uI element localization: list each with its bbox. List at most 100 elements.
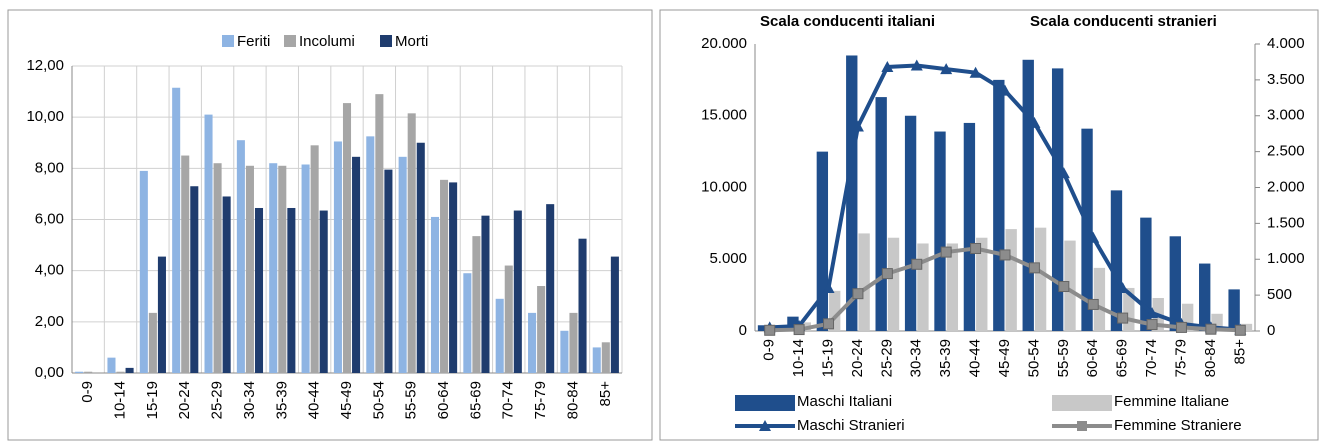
x-tick-label: 30-34 — [908, 339, 925, 377]
marker — [1175, 321, 1187, 333]
bar — [75, 371, 84, 373]
bar — [1140, 217, 1152, 331]
bar — [528, 312, 537, 373]
bar — [537, 286, 546, 373]
bar — [1228, 289, 1240, 331]
bar — [1199, 263, 1211, 331]
bar — [116, 371, 125, 373]
legend-swatch — [284, 35, 296, 47]
bar — [84, 371, 93, 373]
y2-tick-label: 4.000 — [1267, 35, 1305, 52]
y-tick-label: 4,00 — [35, 262, 64, 279]
x-tick-label: 45-49 — [338, 381, 355, 419]
marker — [851, 120, 864, 132]
marker — [1117, 312, 1129, 324]
y-tick-label: 5.000 — [709, 250, 747, 267]
bar — [1081, 128, 1093, 331]
y2-tick-label: 2.500 — [1267, 143, 1305, 160]
bar — [472, 236, 481, 373]
y2-tick-label: 1.000 — [1267, 250, 1305, 267]
bar — [569, 312, 578, 373]
x-tick-label: 70-74 — [500, 381, 517, 419]
bar — [601, 342, 610, 373]
legend-swatch — [222, 35, 234, 47]
marker — [1087, 298, 1099, 310]
bar — [546, 204, 555, 373]
x-tick-label: 75-79 — [532, 381, 549, 419]
x-tick-label: 0-9 — [79, 381, 96, 403]
bar — [887, 237, 900, 331]
bar — [875, 97, 887, 331]
bar — [504, 265, 513, 373]
marker — [852, 288, 864, 300]
y2-tick-label: 0 — [1267, 322, 1275, 339]
x-tick-label: 10-14 — [111, 381, 128, 419]
annotation: Scala conducenti stranieri — [1030, 13, 1217, 30]
bar — [342, 103, 352, 374]
bar — [236, 140, 245, 373]
bar — [416, 142, 425, 373]
y-tick-label: 12,00 — [26, 57, 64, 74]
x-tick-label: 55-59 — [1055, 339, 1072, 377]
bar — [1240, 323, 1253, 331]
bar — [190, 186, 199, 373]
x-tick-label: 50-54 — [370, 381, 387, 419]
x-tick-label: 60-64 — [1084, 339, 1101, 377]
x-tick-label: 10-14 — [790, 339, 807, 377]
bar — [213, 163, 222, 373]
bar — [829, 290, 841, 331]
bar — [384, 169, 393, 373]
bar — [172, 87, 181, 373]
bar — [430, 216, 440, 373]
bar — [352, 156, 361, 373]
bar — [610, 256, 619, 373]
x-tick-label: 25-29 — [209, 381, 226, 419]
bar — [592, 347, 601, 373]
x-tick-label: 75-79 — [1172, 339, 1189, 377]
x-tick-label: 20-24 — [849, 339, 866, 377]
panel-right — [659, 9, 1319, 441]
bar — [513, 210, 522, 373]
x-tick-label: 60-64 — [435, 381, 452, 419]
marker — [1234, 324, 1246, 336]
marker — [911, 258, 923, 270]
bar — [107, 357, 116, 373]
bar — [1093, 267, 1106, 331]
x-tick-label: 15-19 — [144, 381, 161, 419]
marker — [1146, 307, 1159, 319]
bar — [993, 79, 1005, 331]
x-tick-label: 15-19 — [819, 339, 836, 377]
bar — [301, 164, 310, 373]
bar — [1169, 236, 1181, 331]
marker — [940, 246, 952, 258]
bar — [449, 182, 458, 373]
bar — [269, 163, 278, 373]
bar — [917, 243, 929, 331]
bar — [245, 165, 254, 373]
bar — [560, 330, 569, 373]
legend-label: Femmine Italiane — [1114, 393, 1229, 410]
bar — [333, 141, 342, 373]
legend-label: Maschi Italiani — [797, 393, 892, 410]
bar — [1110, 190, 1123, 331]
bar — [139, 170, 148, 373]
bar — [157, 256, 166, 373]
marker — [999, 249, 1011, 261]
x-tick-label: 85+ — [597, 381, 614, 407]
legend-swatch — [759, 420, 771, 431]
x-tick-label: 35-39 — [937, 339, 954, 377]
marker — [1028, 116, 1041, 128]
bar — [495, 298, 504, 373]
x-tick-label: 0-9 — [761, 339, 778, 361]
marker — [999, 84, 1011, 96]
marker — [969, 66, 982, 78]
y2-tick-label: 3.500 — [1267, 71, 1305, 88]
x-tick-label: 65-69 — [467, 381, 484, 419]
x-tick-label: 25-29 — [878, 339, 895, 377]
x-tick-label: 80-84 — [1202, 339, 1219, 377]
bar — [904, 115, 917, 331]
y-tick-label: 8,00 — [35, 159, 64, 176]
x-tick-label: 40-44 — [967, 339, 984, 377]
x-tick-label: 30-34 — [241, 381, 258, 419]
bar — [757, 325, 770, 331]
